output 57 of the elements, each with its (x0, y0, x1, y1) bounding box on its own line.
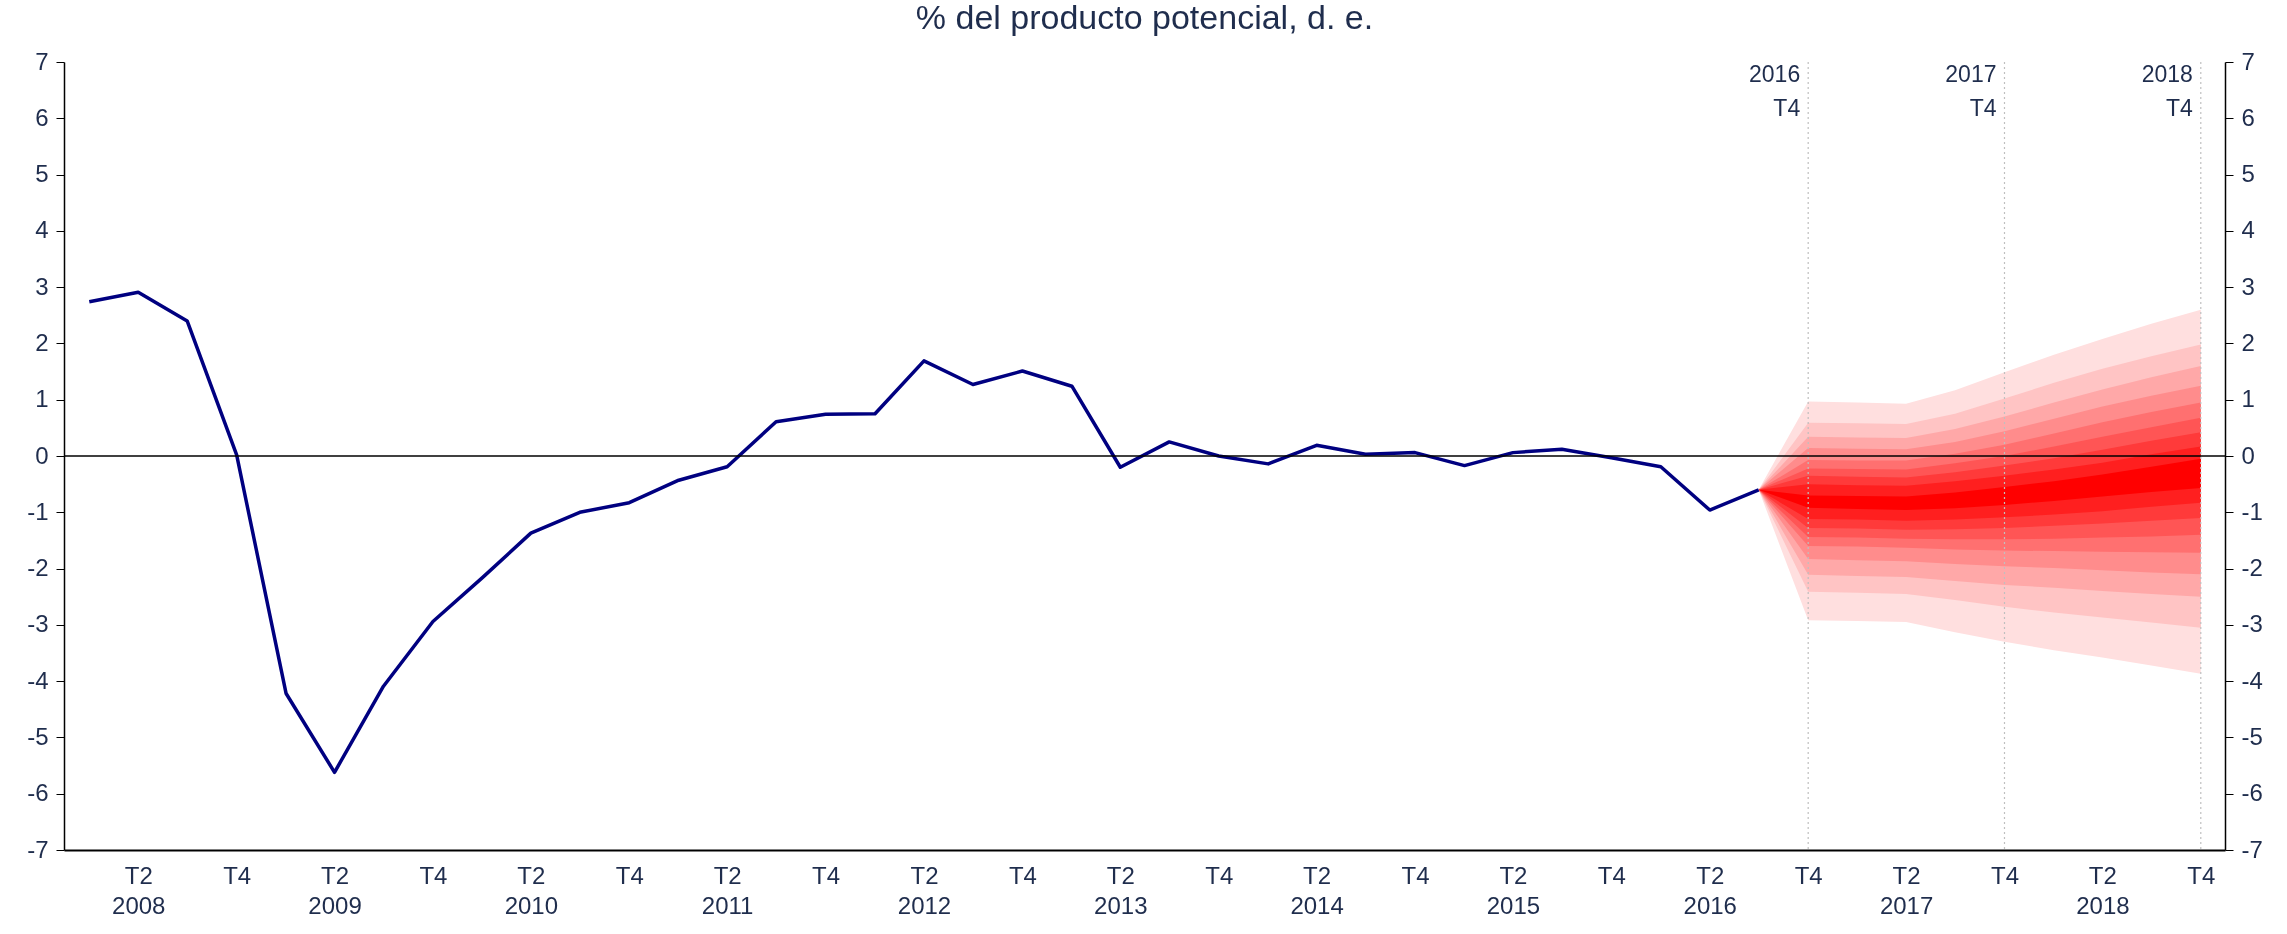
x-tick-label: T4 (1205, 861, 1234, 889)
y-tick-label: -2 (27, 554, 49, 582)
y2-tick-label: -5 (2241, 722, 2263, 750)
line-series (87, 290, 1761, 775)
y2-tick-label: 6 (2241, 103, 2255, 131)
y-tick-label: -1 (27, 497, 49, 525)
x-tick-label: T2 2010 (504, 861, 559, 919)
x-tick-label: T4 (1597, 861, 1626, 889)
y-tick-label: 4 (35, 216, 49, 244)
x-tick-label: T4 (223, 861, 252, 889)
y2-tick-label: 0 (2241, 441, 2255, 469)
y-tick-label: 2 (35, 328, 49, 356)
x-tick-label: T2 2011 (701, 861, 754, 919)
x-tick-label: T2 2008 (112, 861, 166, 919)
x-tick-label: T2 2017 (1879, 861, 1934, 919)
y2-tick-label: -3 (2241, 610, 2263, 638)
y2-tick-label: 4 (2241, 216, 2255, 244)
ref-line-label: 2018 T4 (2141, 61, 2193, 121)
ref-line-label: 2017 T4 (1945, 61, 1997, 121)
x-tick-label: T4 (2187, 861, 2216, 889)
x-tick-label: T2 2018 (2076, 861, 2130, 919)
x-tick-label: T4 (812, 861, 841, 889)
y2-tick-label: -4 (2241, 666, 2263, 694)
x-tick-label: T2 2016 (1683, 861, 1737, 919)
y2-tick-label: -7 (2241, 835, 2263, 863)
y2-tick-label: 7 (2241, 47, 2255, 75)
y2-tick-label: -2 (2241, 554, 2263, 582)
y2-tick-label: 5 (2241, 160, 2255, 188)
y-tick-label: -7 (27, 835, 49, 863)
y-tick-label: 3 (35, 272, 49, 300)
x-tick-label: T4 (615, 861, 644, 889)
y-tick-label: 6 (35, 103, 49, 131)
y-tick-label: 7 (35, 47, 49, 75)
y-tick-label: 5 (35, 160, 49, 188)
x-tick-label: T4 (1794, 861, 1823, 889)
x-tick-label: T2 2014 (1290, 861, 1344, 919)
y-tick-label: -4 (27, 666, 49, 694)
x-tick-label: T2 2009 (308, 861, 362, 919)
x-tick-label: T4 (1990, 861, 2019, 889)
y-tick-label: -5 (27, 722, 49, 750)
x-tick-label: T2 2012 (897, 861, 952, 919)
y-tick-label: 0 (35, 441, 49, 469)
y2-tick-label: -1 (2241, 497, 2263, 525)
y2-tick-label: 1 (2241, 385, 2255, 413)
x-tick-label: T4 (419, 861, 448, 889)
x-tick-label: T4 (1401, 861, 1430, 889)
chart-title: % del producto potencial, d. e. (915, 0, 1374, 36)
y2-tick-label: 3 (2241, 272, 2255, 300)
x-tick-label: T2 2015 (1486, 861, 1541, 919)
x-tick-label: T4 (1008, 861, 1037, 889)
y2-tick-label: 2 (2241, 328, 2255, 356)
x-tick-label: T2 2013 (1094, 861, 1148, 919)
y2-tick-label: -6 (2241, 779, 2263, 807)
y-tick-label: -6 (27, 779, 49, 807)
ref-line-label: 2016 T4 (1749, 61, 1801, 121)
y-tick-label: -3 (27, 610, 49, 638)
y-tick-label: 1 (35, 385, 49, 413)
